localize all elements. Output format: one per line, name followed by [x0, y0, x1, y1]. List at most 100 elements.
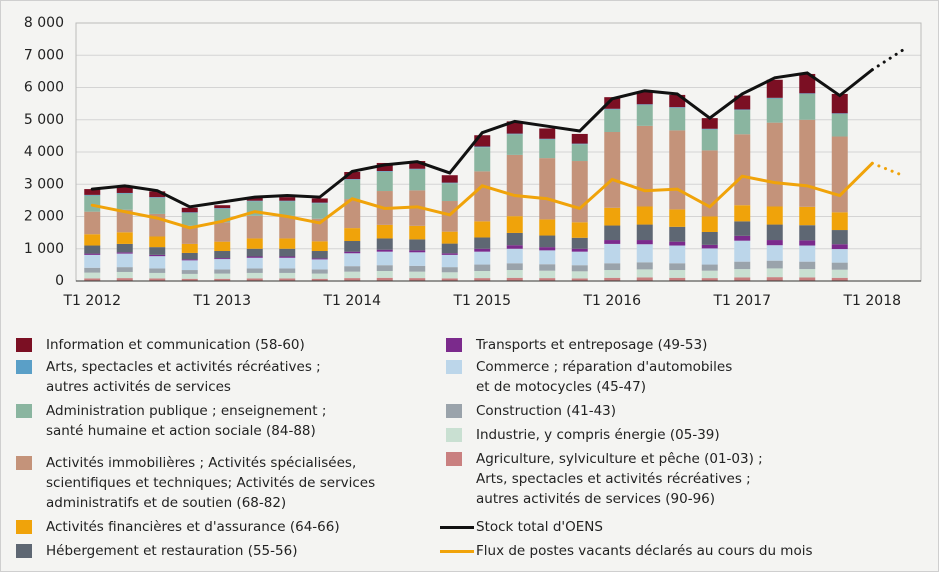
bar-segment — [474, 147, 491, 172]
bar-segment — [181, 243, 198, 253]
bar-segment — [799, 93, 816, 94]
bar-segment — [84, 254, 101, 268]
bar-segment — [279, 200, 296, 202]
bar-segment — [279, 257, 296, 269]
bar-segment — [376, 171, 393, 172]
bar-segment — [474, 248, 491, 252]
bar-segment — [181, 260, 198, 271]
bar-segment — [441, 272, 458, 279]
bar-segment — [539, 250, 556, 265]
bar-segment — [409, 252, 426, 266]
bar-segment — [116, 243, 133, 253]
bar-segment — [506, 134, 523, 155]
legend-swatch — [16, 338, 32, 352]
bar-segment — [506, 154, 523, 217]
bar-segment — [181, 212, 198, 213]
bar-segment — [604, 109, 621, 133]
bar-segment — [84, 272, 101, 279]
bar-segment — [116, 278, 133, 281]
bar-segment — [214, 241, 231, 252]
bar-segment — [831, 277, 848, 281]
bar-segment — [441, 231, 458, 244]
bar-segment — [799, 261, 816, 270]
bar-segment — [409, 278, 426, 281]
bar-segment — [669, 270, 686, 278]
legend-label: Construction (41-43) — [476, 403, 617, 419]
legend-label: Arts, spectacles et activités récréative… — [46, 359, 321, 395]
y-tick-label: 7 000 — [24, 47, 64, 63]
bar-segment — [636, 104, 653, 105]
line-series — [870, 161, 907, 178]
bar-segment — [84, 234, 101, 246]
bar-segment — [669, 263, 686, 271]
bar-segment — [831, 93, 848, 114]
bar-segment — [506, 270, 523, 278]
bar-segment — [636, 206, 653, 225]
bar-segment — [669, 241, 686, 246]
bar-segment — [409, 168, 426, 170]
bar-segment — [734, 109, 751, 111]
bar-segment — [279, 272, 296, 279]
bar-segment — [571, 161, 588, 223]
bar-segment — [474, 278, 491, 281]
bar-segment — [214, 222, 231, 242]
bar-segment — [701, 270, 718, 279]
bar-segment — [441, 278, 458, 281]
bar-segment — [311, 202, 328, 204]
bar-segment — [831, 113, 848, 114]
bar-segment — [376, 277, 393, 281]
bar-segment — [311, 203, 328, 219]
legend-label: Transports et entreposage (49-53) — [476, 337, 708, 353]
bar-segment — [181, 270, 198, 274]
bar-segment — [734, 277, 751, 281]
bar-segment — [701, 248, 718, 265]
bar-segment — [279, 256, 296, 258]
bar-segment — [246, 256, 263, 258]
bar-segment — [766, 260, 783, 269]
bar-segment — [474, 251, 491, 265]
bar-segment — [831, 244, 848, 250]
bar-segment — [636, 104, 653, 126]
bar-segment — [214, 205, 231, 209]
bar-segment — [344, 228, 361, 242]
legend-label: Commerce ; réparation d'automobiles et d… — [476, 359, 733, 395]
bar-segment — [506, 133, 523, 135]
bar-segment — [181, 278, 198, 281]
legend-label: Activités immobilières ; Activités spéci… — [46, 455, 376, 511]
bar-segment — [701, 264, 718, 271]
bar-segment — [766, 268, 783, 278]
bar-segment — [571, 248, 588, 252]
bar-segment — [246, 238, 263, 249]
bar-segment — [311, 269, 328, 274]
legend-label: Administration publique ; enseignement ;… — [46, 403, 327, 439]
bar-segment — [571, 222, 588, 238]
bar-segment — [149, 278, 166, 281]
bar-segment — [831, 262, 848, 270]
bar-segment — [279, 215, 296, 239]
bar-segment — [831, 230, 848, 245]
bar-segment — [376, 224, 393, 239]
bar-segment — [604, 277, 621, 281]
bar-segment — [734, 221, 751, 236]
bar-segment — [279, 201, 296, 216]
bar-segment — [636, 224, 653, 241]
x-tick-label: T1 2015 — [452, 293, 511, 309]
bar-segment — [604, 207, 621, 226]
bar-segment — [539, 139, 556, 159]
bar-segment — [701, 278, 718, 281]
bar-segment — [181, 259, 198, 261]
legend-label: Stock total d'OENS — [476, 519, 603, 535]
bar-segment — [246, 197, 263, 201]
bar-segment — [734, 269, 751, 278]
bar-segment — [799, 73, 816, 94]
bar-segment — [701, 129, 718, 151]
bar-segment — [571, 265, 588, 272]
bar-segment — [409, 265, 426, 272]
y-tick-label: 4 000 — [24, 144, 64, 160]
bar-segment — [84, 278, 101, 281]
bar-segment — [116, 271, 133, 279]
y-tick-label: 0 — [55, 273, 64, 289]
bar-segment — [636, 240, 653, 245]
bar-segment — [149, 197, 166, 198]
bar-segment — [84, 245, 101, 254]
